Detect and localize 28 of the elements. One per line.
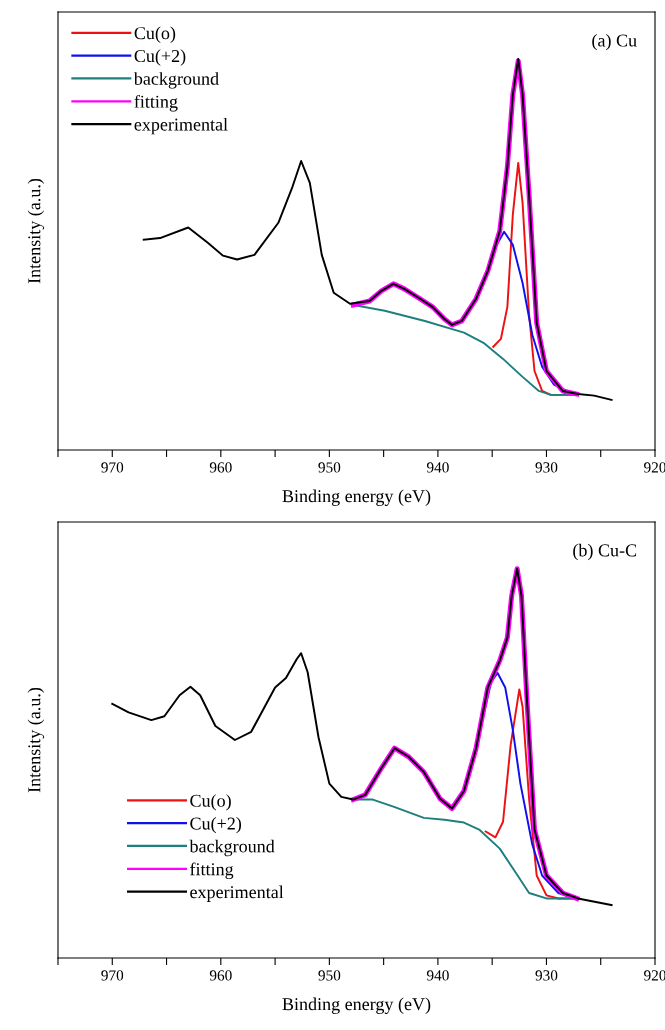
legend-label: experimental bbox=[134, 117, 228, 135]
text: (b) Cu-C bbox=[573, 543, 637, 561]
legend-label: fitting bbox=[190, 862, 234, 880]
legend-label: Cu(+2) bbox=[134, 49, 186, 66]
x-tick-label: 970 bbox=[101, 462, 124, 473]
x-tick-label: 920 bbox=[644, 970, 665, 981]
x-tick-label: 960 bbox=[209, 462, 232, 473]
x-tick-label: 950 bbox=[318, 462, 341, 473]
x-axis-title: Binding energy (eV) bbox=[282, 997, 431, 1014]
legend-label: background bbox=[189, 839, 275, 857]
x-tick-label: 930 bbox=[535, 462, 558, 473]
x-tick-label: 920 bbox=[644, 462, 665, 473]
legend-label: Cu(+2) bbox=[190, 816, 242, 834]
x-tick-label: 940 bbox=[426, 970, 449, 981]
legend-label: background bbox=[133, 72, 219, 89]
x-tick-label: 950 bbox=[318, 970, 341, 981]
text: (a) Cu bbox=[592, 33, 637, 51]
legend-label: fitting bbox=[134, 94, 178, 112]
x-tick-label: 970 bbox=[101, 970, 124, 981]
x-axis-title: Binding energy (eV) bbox=[282, 489, 431, 506]
x-tick-label: 940 bbox=[426, 462, 449, 473]
y-axis-title: Intensity (a.u.) bbox=[27, 178, 45, 284]
legend-label: experimental bbox=[190, 885, 284, 902]
legend-label: Cu(o) bbox=[190, 794, 231, 811]
x-tick-label: 930 bbox=[535, 970, 558, 981]
y-axis-title: Intensity (a.u.) bbox=[27, 687, 45, 793]
legend-label: Cu(o) bbox=[134, 26, 176, 43]
x-tick-label: 960 bbox=[209, 970, 232, 981]
